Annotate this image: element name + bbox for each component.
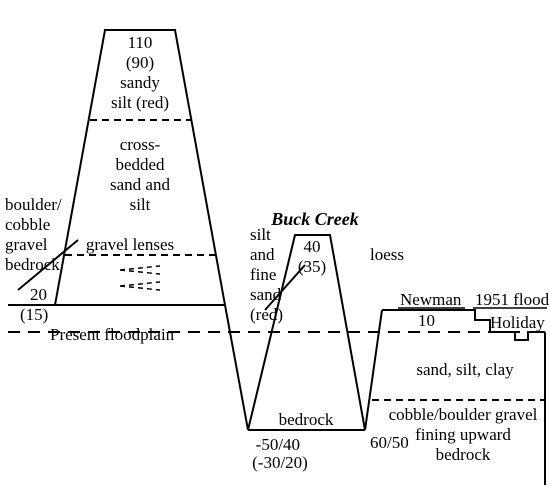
left-top-depth: 110 bbox=[128, 33, 153, 52]
left-base-age: (15) bbox=[20, 305, 48, 324]
loess-label: loess bbox=[370, 245, 404, 264]
cobble-grav-l2: fining upward bbox=[415, 425, 511, 444]
boulder-l3: gravel bbox=[5, 235, 48, 254]
cross-section-svg: 110 (90) sandy silt (red) cross- bedded … bbox=[0, 0, 550, 500]
mid-bedrock-label: bedrock bbox=[279, 410, 334, 429]
mid-base-vals: -50/40 (-30/20) bbox=[252, 435, 308, 472]
boulder-l1: boulder/ bbox=[5, 195, 62, 214]
left-top-age: (90) bbox=[126, 53, 154, 72]
left-layer2-l1: cross- bbox=[120, 135, 161, 154]
left-layer2-l4: silt bbox=[130, 195, 151, 214]
boulder-l2: cobble bbox=[5, 215, 50, 234]
left-layer1-l1: sandy bbox=[120, 73, 160, 92]
left-layer2-l2: bedded bbox=[115, 155, 165, 174]
boulder-l4: bedrock bbox=[5, 255, 60, 274]
mid-side-l2: and bbox=[250, 245, 275, 264]
left-layer1-l2: silt (red) bbox=[111, 93, 169, 112]
gravel-lens-marks bbox=[120, 266, 160, 290]
newman-label: Newman bbox=[400, 290, 462, 309]
mid-side-l4: sand bbox=[250, 285, 282, 304]
cobble-grav-l1: cobble/boulder gravel bbox=[389, 405, 538, 424]
mid-side-l3: fine bbox=[250, 265, 276, 284]
left-layer2-l3: sand and bbox=[110, 175, 170, 194]
mid-top-depth: 40 bbox=[304, 237, 321, 256]
mid-side-l5: (red) bbox=[250, 305, 283, 324]
left-base-depth: 20 bbox=[30, 285, 47, 304]
holiday-label: Holiday bbox=[490, 313, 545, 332]
mid-side-l1: silt bbox=[250, 225, 271, 244]
floodplain-label: Present floodplain bbox=[50, 325, 175, 344]
mid-top-age: (35) bbox=[298, 257, 326, 276]
flood-label: 1951 flood bbox=[475, 290, 550, 309]
right-top-value: 10 bbox=[418, 311, 435, 330]
buck-creek-title: Buck Creek bbox=[270, 209, 359, 229]
right-base-vals: 60/50 bbox=[370, 433, 409, 452]
left-valley-wall bbox=[225, 305, 248, 430]
gravel-lenses-label: gravel lenses bbox=[86, 235, 174, 254]
sand-silt-clay: sand, silt, clay bbox=[416, 360, 514, 379]
cobble-grav-l3: bedrock bbox=[436, 445, 491, 464]
right-valley-wall bbox=[365, 310, 382, 430]
